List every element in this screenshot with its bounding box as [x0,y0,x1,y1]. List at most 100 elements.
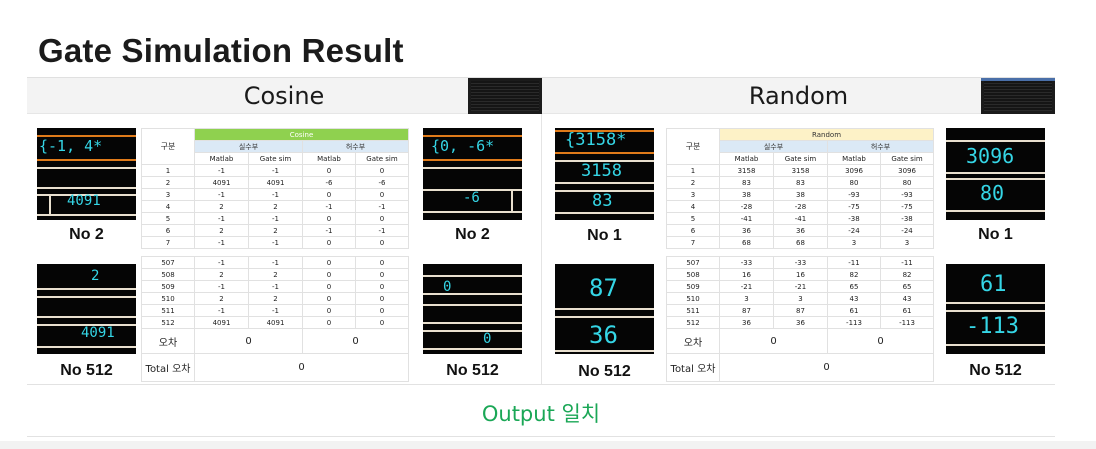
table-cell: -1 [248,304,303,317]
table-cell: 0 [302,188,356,201]
table-row: 6 36 36 -24 -24 [666,224,935,237]
thumbnail-caption: No 1 [587,227,622,244]
row-index-cell: 512 [666,316,720,329]
page-title: Gate Simulation Result [38,32,404,69]
row-index-cell: 3 [141,188,195,201]
table-cell: 38 [773,188,828,201]
table-cell: 3 [719,292,774,305]
row-index-cell: 2 [666,176,720,189]
table-cell: -33 [719,256,774,269]
table-cell: 36 [773,316,828,329]
row-index-cell: 2 [141,176,195,189]
table-cell: 3158 [719,164,774,177]
row-index-cell: 1 [666,164,720,177]
error-label: 오차 [141,328,195,354]
table-cell: -75 [879,200,935,213]
table-row: 3 -1 -1 0 0 [141,188,410,201]
thumbnail-caption: No 2 [455,226,490,243]
sub-header: Matlab [302,152,356,165]
table-row: 7 -1 -1 0 0 [141,236,410,249]
row-index-cell: 511 [141,304,195,317]
table-cell: 0 [354,304,410,317]
row-index-cell: 3 [666,188,720,201]
table-cell: 3096 [827,164,881,177]
sub-header: Matlab [827,152,881,165]
table-cell: -1 [248,188,303,201]
table-cell: 43 [827,292,881,305]
total-error-value: 0 [718,353,935,382]
column-divider [541,114,542,384]
total-error-label: Total 오차 [666,353,720,382]
real-part-header: 실수부 [719,140,828,153]
table-cell: 0 [302,268,356,281]
waveform-thumbnail: {0, -6* -6 [423,128,522,220]
imag-part-header: 허수부 [826,140,935,153]
table-row: 511 -1 -1 0 0 [141,304,410,317]
thumbnail-caption: No 1 [978,226,1013,243]
table-row: 2 4091 4091 -6 -6 [141,176,410,189]
table-cell: -113 [879,316,935,329]
row-index-cell: 511 [666,304,720,317]
error-label: 오차 [666,328,720,354]
error-imag-value: 0 [826,328,935,354]
sub-header: Gate sim [773,152,828,165]
table-cell: 2 [194,268,249,281]
table-row: 3 38 38 -93 -93 [666,188,935,201]
error-real-value: 0 [194,328,303,354]
row-index-cell: 509 [666,280,720,293]
table-cell: 36 [719,316,774,329]
table-cell: 3096 [879,164,935,177]
table-cell: -1 [194,164,249,177]
thumbnail-caption: No 512 [446,362,499,379]
table-row: 7 68 68 3 3 [666,236,935,249]
table-cell: 68 [719,236,774,249]
table-cell: 4091 [248,176,303,189]
table-row: 508 2 2 0 0 [141,268,410,281]
table-cell: 82 [879,268,935,281]
table-cell: 0 [354,292,410,305]
table-cell: 2 [194,292,249,305]
table-cell: -93 [879,188,935,201]
table-cell: 16 [773,268,828,281]
row-index-cell: 7 [141,236,195,249]
table-row: 4 -28 -28 -75 -75 [666,200,935,213]
table-cell: 0 [302,236,356,249]
sub-header: Matlab [719,152,774,165]
waveform-thumbnail: 0 0 [423,264,522,354]
table-category-header: 구분 [141,128,195,165]
table-cell: 80 [879,176,935,189]
waveform-thumbnail: 87 36 [555,264,654,354]
table-row: 510 2 2 0 0 [141,292,410,305]
table-cell: 3158 [773,164,828,177]
table-cell: 2 [194,200,249,213]
sub-header: Gate sim [354,152,410,165]
table-cell: 87 [719,304,774,317]
table-row: 512 4091 4091 0 0 [141,316,410,329]
table-cell: 83 [773,176,828,189]
random-result-table: 구분 Random 실수부 허수부 Matlab Gate sim Matlab… [666,128,935,382]
total-error-label: Total 오차 [141,353,195,382]
table-cell: -1 [248,164,303,177]
table-cell: -1 [194,236,249,249]
table-cell: 4091 [194,176,249,189]
table-row: 2 83 83 80 80 [666,176,935,189]
table-cell: 4091 [194,316,249,329]
bottom-divider [27,436,1055,437]
sub-header: Matlab [194,152,249,165]
table-cell: -38 [879,212,935,225]
table-cell: 0 [354,268,410,281]
table-cell: -33 [773,256,828,269]
table-cell: 68 [773,236,828,249]
table-cell: 2 [248,200,303,213]
table-cell: 2 [194,224,249,237]
row-index-cell: 7 [666,236,720,249]
table-cell: 0 [302,280,356,293]
table-row: 512 36 36 -113 -113 [666,316,935,329]
row-index-cell: 508 [141,268,195,281]
thumbnail-caption: No 512 [60,362,113,379]
waveform-thumbnail: {3158* 3158 83 [555,128,654,220]
random-header: Random [748,82,849,110]
table-cell: -1 [354,224,410,237]
bottom-strip [0,441,1096,449]
